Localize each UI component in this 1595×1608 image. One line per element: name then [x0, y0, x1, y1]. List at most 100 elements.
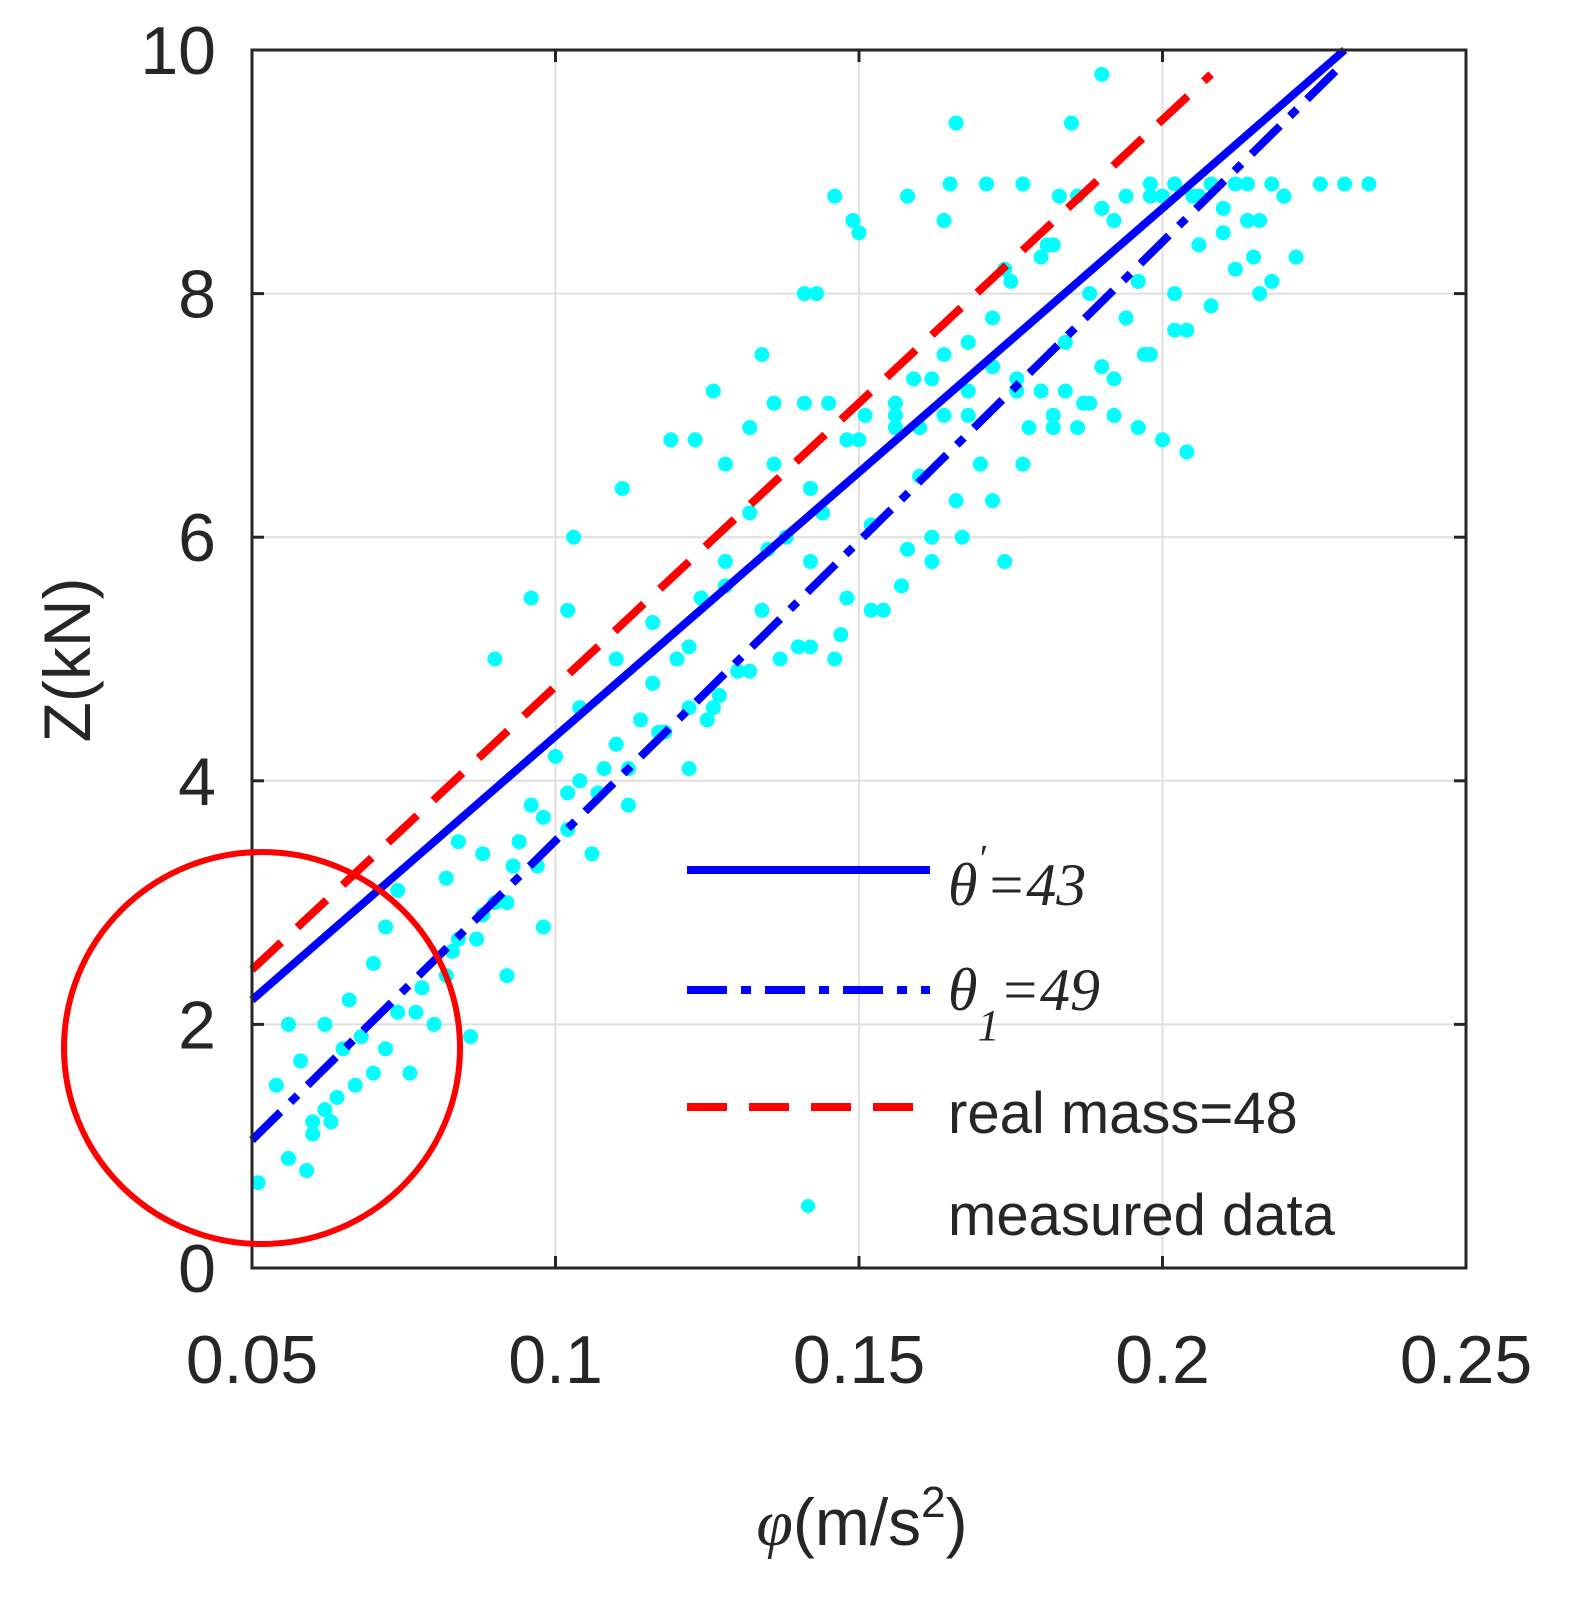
measured-data-point — [1215, 200, 1231, 216]
measured-data-point — [1215, 225, 1231, 241]
measured-data-point — [1142, 188, 1158, 204]
measured-data-point — [1136, 347, 1152, 362]
measured-data-point — [487, 651, 503, 667]
measured-data-point — [280, 1150, 296, 1166]
measured-data-point — [809, 286, 825, 302]
measured-data-point — [900, 188, 916, 204]
x-axis-unit-post: ) — [946, 1485, 968, 1559]
measured-data-point — [839, 590, 855, 606]
measured-data-point — [705, 700, 721, 716]
measured-data-point — [1239, 176, 1255, 192]
measured-data-point — [499, 895, 515, 911]
measured-data-point — [469, 931, 485, 947]
y-tick-label: 6 — [178, 500, 216, 576]
series-layer — [249, 46, 1377, 1191]
measured-data-point — [730, 663, 746, 679]
measured-data-point — [620, 797, 636, 813]
measured-data-point — [341, 992, 357, 1008]
measured-data-point — [523, 797, 539, 813]
measured-data-point — [960, 383, 976, 399]
measured-data-point — [329, 1089, 345, 1105]
measured-data-point — [1057, 334, 1073, 350]
measured-data-point — [1033, 383, 1049, 399]
measured-data-point — [985, 493, 1001, 509]
measured-data-point — [1167, 322, 1183, 338]
legend-value-49: =49 — [999, 957, 1100, 1023]
measured-data-point — [948, 493, 964, 509]
measured-data-point — [347, 1077, 363, 1093]
measured-data-point — [548, 748, 563, 764]
measured-data-point — [717, 456, 733, 472]
measured-data-point — [845, 213, 861, 229]
measured-data-point — [681, 639, 697, 655]
y-tick-label: 10 — [140, 13, 216, 89]
x-tick-label: 0.25 — [1400, 1322, 1532, 1398]
x-axis-unit-pre: (m/s — [793, 1485, 921, 1559]
measured-data-point — [1015, 176, 1031, 192]
measured-data-point — [1130, 420, 1146, 436]
measured-data-point — [1179, 444, 1195, 460]
measured-data-point — [978, 176, 994, 192]
measured-data-point — [772, 651, 788, 667]
x-tick-label: 0.1 — [508, 1322, 603, 1398]
measured-data-point — [378, 919, 394, 935]
theta-1-line — [249, 59, 1348, 1143]
measured-data-point — [972, 456, 988, 472]
measured-data-point — [766, 395, 782, 411]
measured-data-point — [887, 420, 903, 436]
y-tick-label: 0 — [178, 1231, 216, 1307]
measured-data-point — [1033, 249, 1049, 265]
measured-data-point — [305, 1126, 321, 1142]
measured-data-point — [1009, 371, 1025, 387]
measured-data-point — [960, 334, 976, 350]
measured-data-point — [1045, 420, 1061, 436]
x-tick-label: 0.05 — [186, 1322, 318, 1398]
measured-data-point — [523, 590, 539, 606]
measured-data-point — [475, 846, 491, 862]
measured-data-point — [1057, 383, 1073, 399]
measured-data-point — [742, 505, 758, 521]
measured-data-point — [566, 529, 582, 545]
measured-data-point — [754, 347, 770, 362]
measured-data-point — [827, 188, 843, 204]
measured-data-point — [900, 541, 916, 557]
measured-data-point — [754, 602, 770, 618]
measured-data-point — [1021, 420, 1037, 436]
legend-swatch-marker — [801, 1199, 815, 1213]
measured-data-point — [250, 1175, 266, 1191]
measured-data-point — [802, 639, 818, 655]
y-tick-label: 8 — [178, 257, 216, 333]
highlight-circle — [61, 849, 463, 1247]
measured-data-point — [378, 1041, 394, 1057]
measured-data-point — [796, 286, 812, 302]
measured-data-point — [1246, 249, 1262, 265]
measured-data-point — [948, 115, 964, 131]
measured-data-point — [796, 395, 812, 411]
measured-data-point — [645, 614, 661, 630]
measured-data-point — [426, 1016, 442, 1032]
measured-data-point — [1094, 200, 1110, 216]
measured-data-point — [875, 602, 891, 618]
measured-data-point — [1118, 310, 1134, 326]
measured-data-point — [833, 627, 849, 643]
measured-data-point — [742, 420, 758, 436]
measured-data-point — [317, 1016, 333, 1032]
measured-data-point — [839, 432, 855, 448]
measured-data-point — [268, 1077, 284, 1093]
measured-data-point — [444, 943, 460, 959]
y-tick-label: 4 — [178, 744, 216, 820]
measured-data-point — [1063, 115, 1079, 131]
measured-data-point — [1252, 286, 1268, 302]
measured-data-point — [390, 1004, 406, 1020]
measured-data-point — [1070, 420, 1086, 436]
legend-label-theta-prime: θ′=43 — [948, 838, 1086, 918]
measured-data-point — [1361, 176, 1377, 192]
measured-data-point — [1264, 273, 1280, 289]
measured-data-point — [596, 761, 612, 777]
measured-data-point — [323, 1114, 339, 1130]
measured-data-point — [699, 712, 715, 728]
measured-data-point — [1106, 213, 1122, 229]
measured-data-point — [887, 407, 903, 423]
measured-data-point — [499, 968, 515, 984]
